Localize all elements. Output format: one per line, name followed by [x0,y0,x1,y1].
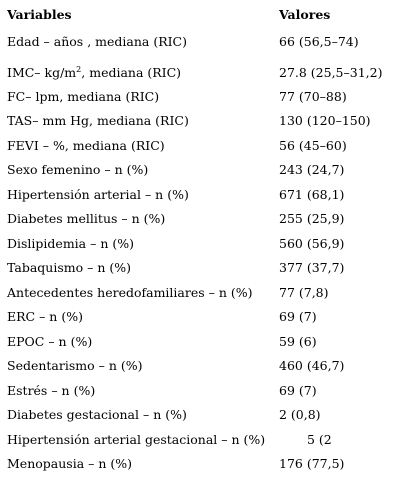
variable-value: 5 (2 [307,431,332,447]
variable-label: IMC– kg/m2, mediana (RIC) [7,55,181,91]
variable-value: 2 (0,8) [279,407,321,422]
variable-value: 671 (68,1) [279,186,345,202]
variable-label: Estrés – n (%) [7,382,96,398]
table-row: ERC – n (%) 69 (7) [0,305,400,330]
table-row: Hipertensión arterial gestacional – n (%… [0,428,400,453]
variables-table: Variables Valores Edad – años , mediana … [0,0,400,477]
header-variables: Variables [7,7,72,22]
variable-value: 176 (77,5) [279,456,345,471]
table-row: Dislipidemia – n (%) 560 (56,9) [0,232,400,257]
variable-label: Antecedentes heredofamiliares – n (%) [7,284,253,300]
variable-value: 77 (7,8) [279,284,329,300]
variable-value: 460 (46,7) [279,358,345,373]
variable-label: Diabetes gestacional – n (%) [7,407,187,422]
header-values: Valores [279,7,331,22]
table-row: TAS– mm Hg, mediana (RIC) 130 (120–150) [0,109,400,134]
table-row: Menopausia – n (%) 176 (77,5) [0,452,400,477]
variable-value: 56 (45–60) [279,137,347,153]
variable-label: Diabetes mellitus – n (%) [7,211,166,226]
variable-label: Dislipidemia – n (%) [7,235,134,251]
table-row: Tabaquismo – n (%) 377 (37,7) [0,256,400,281]
table-row: FC– lpm, mediana (RIC) 77 (70–88) [0,85,400,110]
variable-label: Menopausia – n (%) [7,456,132,471]
variable-label: Hipertensión arterial gestacional – n (%… [7,431,266,447]
variable-label: Hipertensión arterial – n (%) [7,186,189,202]
variable-label-main: IMC– kg/m [7,64,77,80]
table-row: IMC– kg/m2, mediana (RIC) 27.8 (25,5–31,… [0,55,400,85]
variable-label: ERC – n (%) [7,309,83,324]
table-row: Sedentarismo – n (%) 460 (46,7) [0,354,400,379]
table-row: Sexo femenino – n (%) 243 (24,7) [0,158,400,183]
variable-label: EPOC – n (%) [7,333,93,349]
variable-label: FEVI – %, mediana (RIC) [7,137,165,153]
variable-value: 66 (56,5–74) [279,34,359,49]
variable-label: TAS– mm Hg, mediana (RIC) [7,113,189,128]
variable-value: 377 (37,7) [279,260,345,275]
table-row: FEVI – %, mediana (RIC) 56 (45–60) [0,134,400,159]
table-row: Diabetes mellitus – n (%) 255 (25,9) [0,207,400,232]
table-row: Antecedentes heredofamiliares – n (%) 77… [0,281,400,306]
table-row: Edad – años , mediana (RIC) 66 (56,5–74) [0,30,400,55]
variable-value: 255 (25,9) [279,211,345,226]
table-header: Variables Valores [0,0,400,30]
variable-label: FC– lpm, mediana (RIC) [7,88,160,104]
variable-label: Sedentarismo – n (%) [7,358,143,373]
variable-value: 560 (56,9) [279,235,345,251]
variable-value: 77 (70–88) [279,88,347,104]
variable-label: Edad – años , mediana (RIC) [7,34,187,49]
variable-value: 130 (120–150) [279,113,371,128]
variable-label: Tabaquismo – n (%) [7,260,131,275]
table-row: Hipertensión arterial – n (%) 671 (68,1) [0,183,400,208]
variable-label-suffix: , mediana (RIC) [81,64,182,80]
variable-label: Sexo femenino – n (%) [7,162,149,177]
variable-value: 59 (6) [279,333,317,349]
variable-value: 69 (7) [279,382,317,398]
table-row: EPOC – n (%) 59 (6) [0,330,400,355]
variable-value: 69 (7) [279,309,317,324]
variable-value: 27.8 (25,5–31,2) [279,64,383,80]
table-row: Estrés – n (%) 69 (7) [0,379,400,404]
variable-label-superscript: 2 [76,64,82,74]
table-row: Diabetes gestacional – n (%) 2 (0,8) [0,403,400,428]
variable-value: 243 (24,7) [279,162,345,177]
